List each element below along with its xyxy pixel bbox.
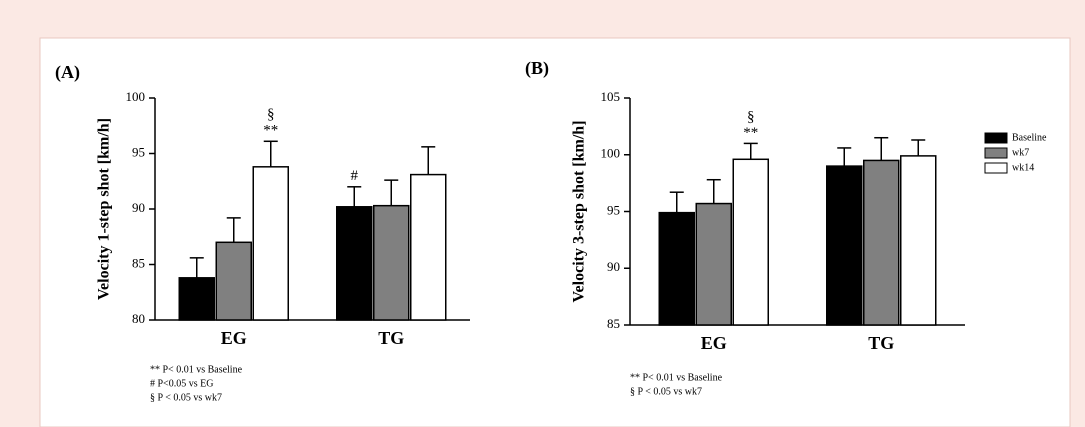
bar [696, 204, 731, 325]
bar [179, 278, 214, 320]
bar [374, 206, 409, 320]
significance-mark: # [351, 168, 359, 184]
x-tick-label: EG [221, 328, 247, 348]
significance-mark: ** [263, 123, 278, 139]
bar [864, 160, 899, 325]
y-axis-label: Velocity 1-step shot [km/h] [96, 118, 113, 300]
bar [659, 213, 694, 325]
legend-label: wk7 [1012, 147, 1029, 158]
y-tick-label: 105 [601, 89, 621, 104]
x-tick-label: TG [378, 328, 404, 348]
x-tick-label: TG [868, 333, 894, 353]
y-tick-label: 85 [132, 255, 145, 270]
panel-label: (B) [525, 58, 549, 79]
x-tick-label: EG [701, 333, 727, 353]
significance-mark: § [747, 109, 755, 125]
y-tick-label: 85 [607, 316, 620, 331]
legend-label: Baseline [1012, 132, 1047, 143]
y-tick-label: 95 [607, 202, 620, 217]
footnote: ** P< 0.01 vs Baseline [630, 372, 723, 383]
significance-mark: ** [743, 125, 758, 141]
y-tick-label: 100 [126, 89, 146, 104]
y-tick-label: 100 [601, 146, 621, 161]
figure: (A) Velocity 1-step shot [km/h] 80 85 90 95 10… [0, 0, 1085, 427]
footnote: § P < 0.05 vs wk7 [150, 392, 222, 403]
bar [337, 207, 372, 320]
y-tick-label: 90 [132, 200, 145, 215]
bar [253, 167, 288, 320]
significance-mark: § [267, 107, 275, 123]
y-tick-label: 95 [132, 144, 145, 159]
y-axis-label: Velocity 3-step shot [km/h] [571, 120, 588, 302]
bar [411, 175, 446, 320]
legend-swatch [985, 148, 1007, 158]
bar [901, 156, 936, 325]
y-tick-label: 80 [132, 311, 145, 326]
bar [827, 166, 862, 325]
legend-swatch [985, 133, 1007, 143]
y-tick-label: 90 [607, 259, 620, 274]
panel-label: (A) [55, 62, 80, 83]
legend-swatch [985, 163, 1007, 173]
bar [733, 159, 768, 325]
footnote: # P<0.05 vs EG [150, 378, 213, 389]
footnote: ** P< 0.01 vs Baseline [150, 364, 243, 375]
footnote: § P < 0.05 vs wk7 [630, 386, 702, 397]
legend-label: wk14 [1012, 162, 1034, 173]
bar [216, 242, 251, 320]
